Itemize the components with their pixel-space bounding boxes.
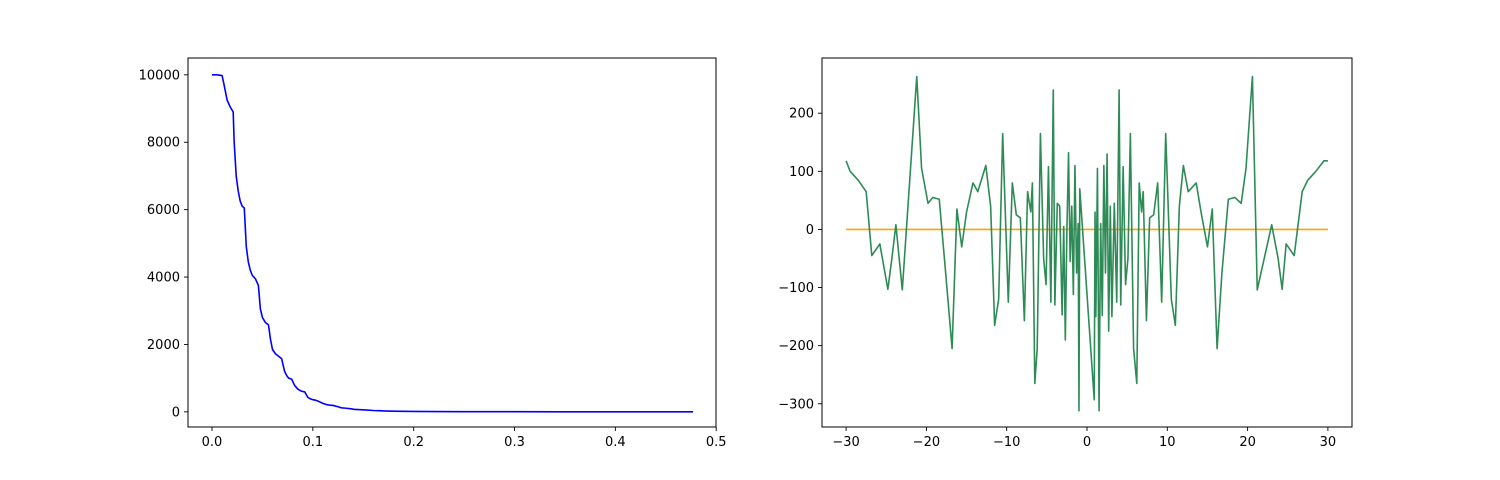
left-axes-frame	[187, 57, 717, 428]
left-y-tick-label: 0	[172, 405, 180, 420]
right-x-tick-label: 20	[1239, 435, 1256, 450]
right-y-tick-label: −300	[778, 397, 814, 412]
right-x-tick-label: 0	[1083, 435, 1091, 450]
right-axes-frame	[821, 57, 1353, 428]
left-x-tick-label: 0.3	[504, 435, 525, 450]
right-y-tick-label: −100	[778, 281, 814, 296]
right-x-axis: −30 −20 −10 0 10 20 30	[832, 427, 1336, 450]
right-x-tick-label: −10	[993, 435, 1020, 450]
left-x-axis: 0.0 0.1 0.2 0.3 0.4 0.5	[202, 427, 727, 450]
left-plot-lines	[212, 74, 694, 413]
left-y-axis: 0 2000 4000 6000 8000 10000	[139, 68, 188, 420]
left-x-tick-label: 0.2	[403, 435, 424, 450]
right-x-tick-label: 30	[1320, 435, 1337, 450]
left-y-tick-label: 6000	[147, 203, 180, 218]
right-y-tick-label: 200	[789, 107, 814, 122]
right-y-tick-label: 0	[806, 223, 814, 238]
left-y-tick-label: 10000	[139, 68, 180, 83]
left-line-chart: 0.0 0.1 0.2 0.3 0.4 0.5 0 2000 4000 6000 8000 1000…	[139, 57, 727, 450]
left-y-tick-label: 2000	[147, 338, 180, 353]
left-x-tick-label: 0.4	[605, 435, 626, 450]
right-x-tick-label: −30	[832, 435, 859, 450]
left-x-tick-label: 0.0	[202, 435, 223, 450]
left-y-tick-label: 4000	[147, 271, 180, 286]
left-x-tick-label: 0.5	[706, 435, 727, 450]
right-y-tick-label: −200	[778, 339, 814, 354]
left-series-line-0	[212, 74, 694, 413]
right-x-tick-label: 10	[1159, 435, 1176, 450]
left-x-tick-label: 0.1	[302, 435, 323, 450]
right-y-tick-label: 100	[789, 165, 814, 180]
right-y-axis: −300 −200 −100 0 100 200	[778, 107, 822, 412]
right-plot-lines	[845, 75, 1328, 412]
right-series-line-1	[845, 75, 1328, 412]
right-x-tick-label: −20	[913, 435, 940, 450]
left-y-tick-label: 8000	[147, 136, 180, 151]
